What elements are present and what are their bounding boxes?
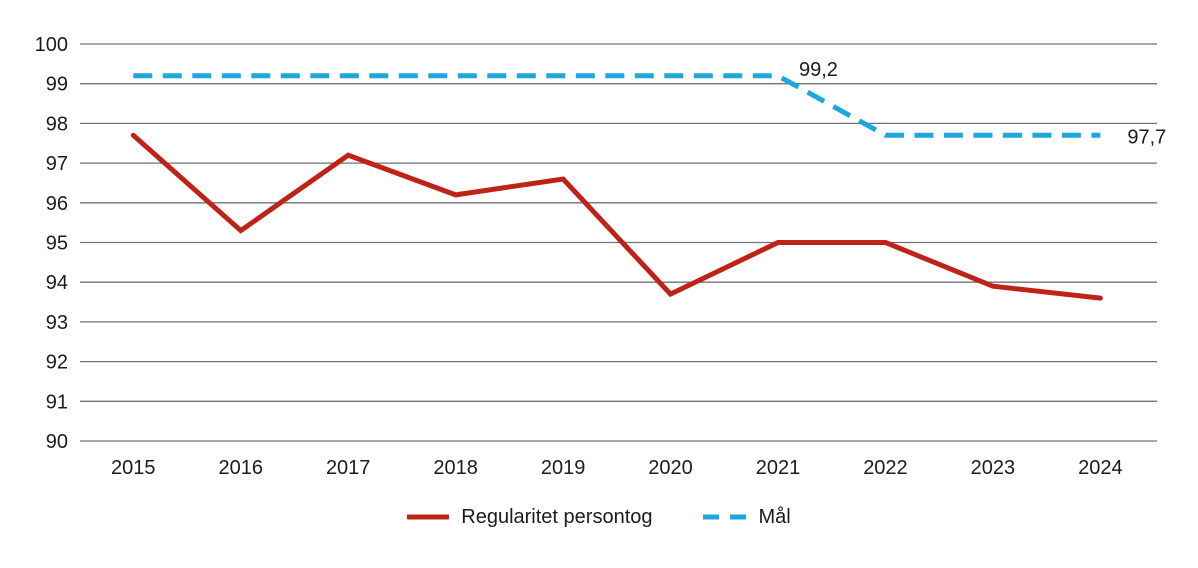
y-tick-label-99: 99: [46, 74, 68, 96]
y-tick-label-98: 98: [46, 113, 68, 135]
legend-item-mal: Mål: [702, 504, 791, 530]
y-tick-label-94: 94: [46, 272, 68, 294]
x-tick-label-2019: 2019: [541, 457, 586, 479]
x-tick-label-2018: 2018: [433, 457, 478, 479]
legend-label-regularitet-persontog: Regularitet persontog: [461, 506, 653, 528]
x-tick-label-2015: 2015: [111, 457, 156, 479]
y-tick-label-96: 96: [46, 193, 68, 215]
annotation-97-7: 97,7: [1127, 126, 1166, 148]
legend: Regularitet persontog Mål: [0, 504, 1198, 530]
y-tick-label-100: 100: [35, 34, 68, 56]
x-tick-label-2024: 2024: [1078, 457, 1123, 479]
y-tick-label-91: 91: [46, 391, 68, 413]
series-line-mal: [133, 73, 1101, 138]
x-tick-label-2017: 2017: [326, 457, 371, 479]
series-line-regularitet-persontog: [130, 132, 1103, 301]
y-tick-label-93: 93: [46, 312, 68, 334]
solid-line-swatch: [407, 514, 450, 520]
y-tick-label-92: 92: [46, 352, 68, 374]
y-tick-label-97: 97: [46, 153, 68, 175]
x-tick-label-2021: 2021: [756, 457, 801, 479]
y-tick-label-90: 90: [46, 431, 68, 453]
legend-item-regularitet-persontog: Regularitet persontog: [407, 504, 653, 530]
y-tick-label-95: 95: [46, 233, 68, 255]
x-tick-label-2020: 2020: [648, 457, 693, 479]
dashed-line-swatch: [702, 514, 747, 520]
x-tick-label-2023: 2023: [971, 457, 1016, 479]
x-tick-label-2022: 2022: [863, 457, 908, 479]
legend-label-mal: Mål: [758, 506, 791, 528]
x-tick-label-2016: 2016: [219, 457, 264, 479]
annotation-99-2: 99,2: [799, 59, 838, 81]
